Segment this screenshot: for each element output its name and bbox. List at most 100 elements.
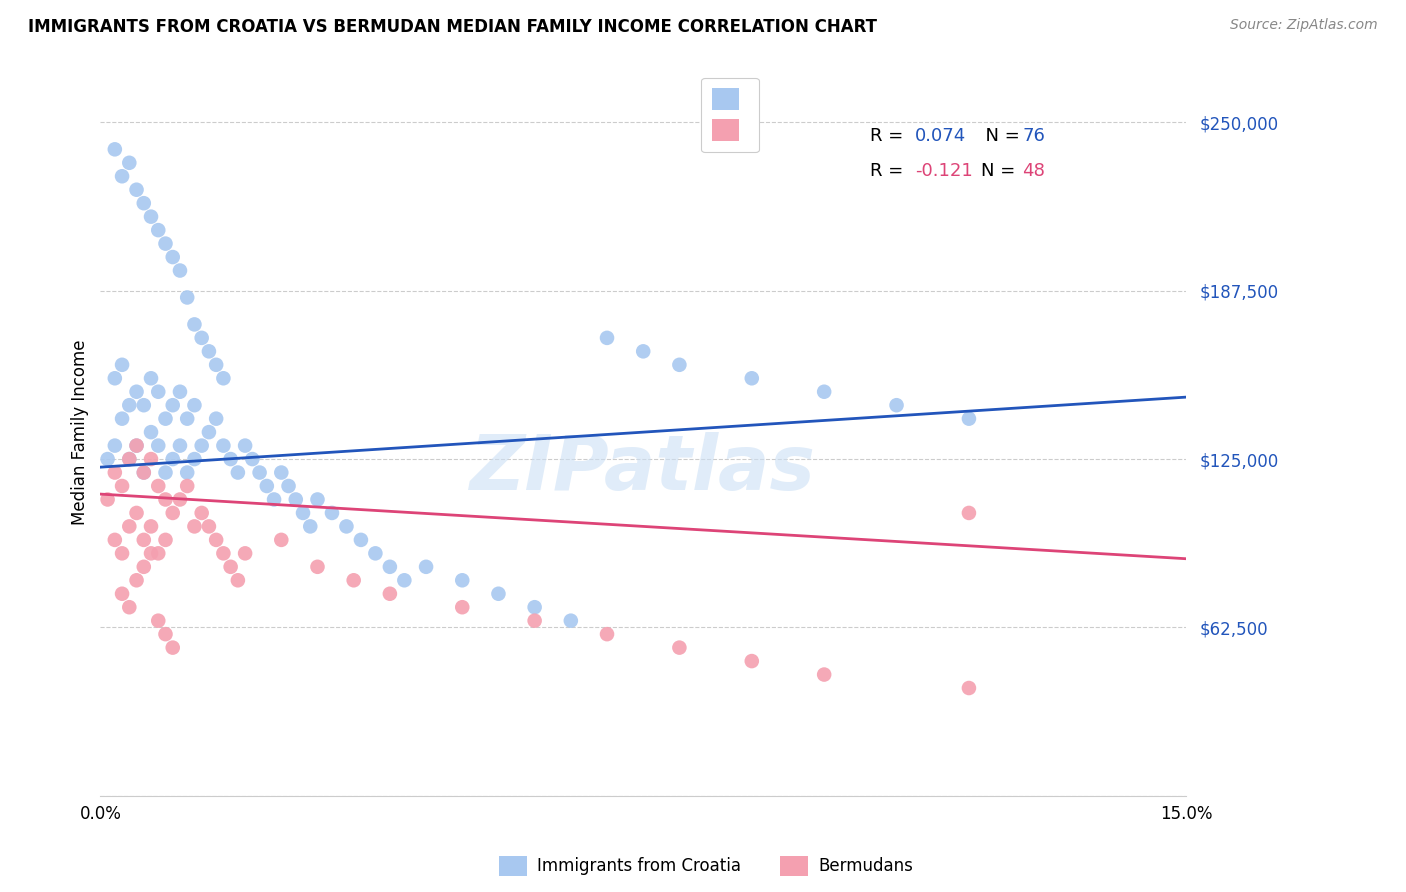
Point — [596, 331, 619, 345]
Text: Source: ZipAtlas.com: Source: ZipAtlas.com — [1230, 18, 1378, 32]
Legend: , : , — [702, 78, 759, 153]
Point — [125, 506, 148, 520]
Point — [886, 398, 908, 412]
Point — [176, 411, 198, 425]
Point — [226, 466, 249, 480]
Point — [111, 358, 134, 372]
Point — [212, 546, 235, 560]
Point — [343, 574, 366, 588]
Point — [190, 439, 212, 453]
Point — [277, 479, 299, 493]
Point — [957, 506, 980, 520]
Point — [263, 492, 285, 507]
Point — [104, 142, 127, 156]
Point — [183, 452, 205, 467]
Point — [155, 411, 177, 425]
Point — [132, 196, 155, 211]
Point — [139, 452, 162, 467]
Point — [240, 452, 263, 467]
Point — [957, 411, 980, 425]
Point — [176, 479, 198, 493]
Point — [148, 439, 170, 453]
Point — [205, 533, 228, 547]
Point — [205, 358, 228, 372]
Point — [118, 156, 141, 170]
Point — [256, 479, 278, 493]
Point — [162, 640, 184, 655]
Point — [299, 519, 322, 533]
Point — [155, 627, 177, 641]
Text: ZIPatlas: ZIPatlas — [470, 432, 817, 506]
Point — [111, 546, 134, 560]
Point — [125, 574, 148, 588]
Point — [190, 331, 212, 345]
Point — [190, 506, 212, 520]
Point — [132, 466, 155, 480]
Point — [292, 506, 315, 520]
Point — [523, 614, 546, 628]
Point — [183, 398, 205, 412]
Point — [219, 559, 242, 574]
Point — [155, 492, 177, 507]
Point — [668, 640, 690, 655]
Point — [97, 492, 120, 507]
Text: N =: N = — [981, 161, 1021, 179]
Text: R =: R = — [870, 128, 910, 145]
Point — [415, 559, 437, 574]
Point — [741, 654, 763, 668]
Point — [118, 600, 141, 615]
Point — [233, 439, 256, 453]
Point — [155, 466, 177, 480]
Point — [176, 290, 198, 304]
Point — [394, 574, 416, 588]
Point — [451, 574, 474, 588]
Point — [111, 411, 134, 425]
Point — [813, 667, 835, 681]
Point — [219, 452, 242, 467]
Point — [169, 439, 191, 453]
Point — [97, 452, 120, 467]
Point — [183, 318, 205, 332]
Point — [451, 600, 474, 615]
Point — [104, 533, 127, 547]
Point — [104, 466, 127, 480]
Point — [596, 627, 619, 641]
Point — [378, 559, 401, 574]
Point — [155, 236, 177, 251]
Point — [111, 587, 134, 601]
Point — [212, 371, 235, 385]
Point — [162, 506, 184, 520]
Text: N =: N = — [974, 128, 1026, 145]
Point — [183, 519, 205, 533]
Point — [560, 614, 582, 628]
Point — [813, 384, 835, 399]
Point — [132, 533, 155, 547]
Point — [198, 425, 221, 439]
Point — [111, 169, 134, 184]
Point — [118, 519, 141, 533]
Point — [270, 533, 292, 547]
Point — [350, 533, 373, 547]
Point — [212, 439, 235, 453]
Point — [118, 452, 141, 467]
Point — [169, 492, 191, 507]
Text: 48: 48 — [1022, 161, 1045, 179]
Point — [139, 519, 162, 533]
Point — [249, 466, 271, 480]
Point — [335, 519, 357, 533]
Point — [125, 183, 148, 197]
Point — [104, 371, 127, 385]
Text: -0.121: -0.121 — [915, 161, 973, 179]
Text: Bermudans: Bermudans — [818, 857, 912, 875]
Point — [162, 452, 184, 467]
Text: Immigrants from Croatia: Immigrants from Croatia — [537, 857, 741, 875]
Point — [139, 210, 162, 224]
Point — [631, 344, 654, 359]
Point — [198, 344, 221, 359]
Point — [125, 439, 148, 453]
Point — [148, 479, 170, 493]
Text: 76: 76 — [1022, 128, 1045, 145]
Point — [148, 384, 170, 399]
Point — [132, 398, 155, 412]
Point — [378, 587, 401, 601]
